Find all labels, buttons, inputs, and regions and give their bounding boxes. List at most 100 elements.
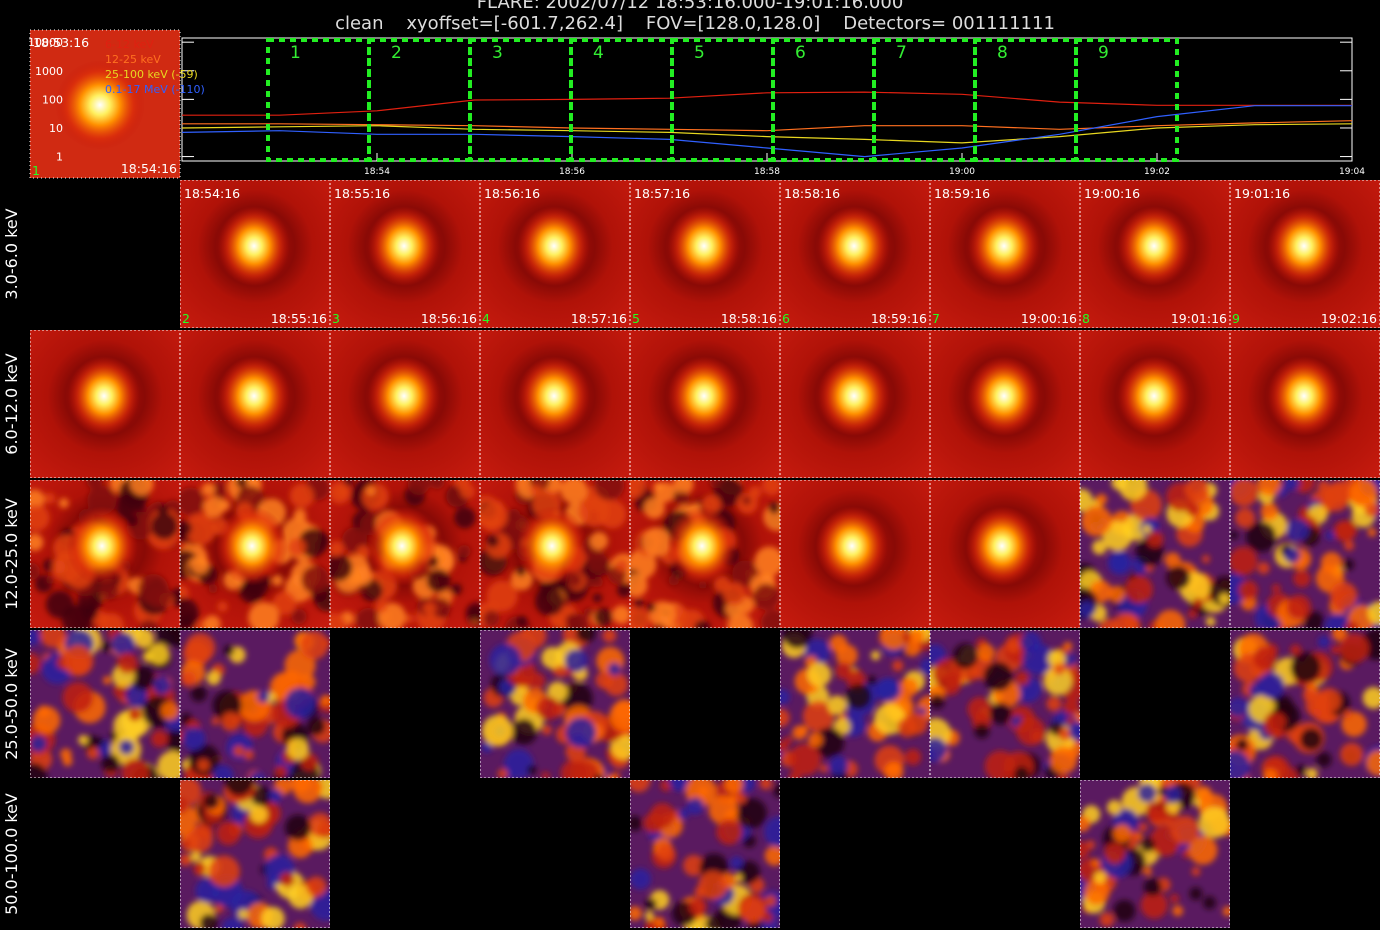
noise-spot [330, 554, 353, 581]
noise-spot [481, 715, 514, 747]
noise-spot [578, 495, 610, 527]
source [218, 206, 290, 286]
series-line [182, 120, 1353, 132]
noise-spot [909, 630, 925, 644]
noise-spot [827, 695, 847, 715]
noise-spot [723, 582, 747, 606]
noise-spot [694, 620, 711, 628]
cell-index: 4 [482, 311, 490, 326]
noise-spot [676, 491, 690, 505]
image-cell [1230, 480, 1380, 628]
noise-spot [214, 904, 224, 913]
noise-spot [1367, 527, 1377, 537]
noise-spot [62, 682, 94, 713]
noise-spot [1236, 738, 1249, 751]
image-cell [630, 480, 780, 628]
noise-spot [742, 496, 751, 505]
noise-spot [1325, 531, 1335, 541]
noise-spot [481, 741, 493, 753]
noise-spot [146, 583, 172, 609]
noise-spot [565, 717, 596, 748]
image-cell [1230, 180, 1380, 328]
noise-spot [1324, 613, 1352, 628]
noise-spot [279, 872, 295, 887]
image-cell [1080, 780, 1230, 928]
noise-spot [1192, 597, 1204, 609]
noise-spot [180, 797, 189, 814]
overview-end: 18:54:16 [121, 161, 177, 176]
noise-spot [829, 634, 848, 653]
noise-spot [780, 688, 791, 705]
band-label: 6.0-12.0 keV [2, 353, 21, 454]
noise-spot [1257, 562, 1270, 575]
noise-spot [101, 754, 120, 773]
noise-spot [541, 646, 564, 669]
noise-spot [148, 643, 170, 665]
noise-spot [967, 697, 992, 722]
noise-spot [208, 584, 218, 594]
title: FLARE: 2002/07/12 18:53:16.000-19:01:16.… [477, 0, 904, 13]
noise-spot [866, 675, 877, 686]
noise-spot [1124, 575, 1153, 604]
noise-spot [300, 674, 316, 690]
noise-spot [1367, 601, 1380, 625]
noise-spot [116, 652, 138, 674]
x-tick-label: 18:56 [559, 167, 585, 177]
noise-spot [630, 868, 651, 890]
noise [930, 631, 1080, 778]
image-cell [480, 630, 630, 778]
noise-spot [32, 706, 61, 735]
noise-spot [217, 601, 228, 612]
noise-spot [199, 913, 218, 928]
noise-spot [516, 615, 528, 628]
noise-spot [1092, 539, 1107, 555]
noise-spot [237, 909, 249, 920]
noise-spot [1316, 751, 1332, 768]
noise-spot [160, 701, 180, 721]
noise-spot [30, 630, 41, 646]
noise-spot [643, 497, 665, 519]
interval-label: 9 [1098, 43, 1109, 63]
noise-spot [190, 556, 209, 575]
noise-spot [68, 654, 90, 675]
noise-spot [1155, 609, 1186, 628]
noise-spot [1142, 524, 1152, 534]
noise-spot [1063, 698, 1080, 716]
noise-spot [1343, 540, 1355, 551]
noise-spot [904, 640, 921, 657]
source [1118, 206, 1190, 286]
noise-spot [287, 537, 307, 557]
noise-spot [486, 580, 518, 612]
noise-spot [748, 485, 762, 499]
noise-spot [212, 764, 234, 778]
noise-spot [203, 615, 221, 628]
noise-spot [257, 690, 270, 703]
noise-spot [1362, 687, 1380, 709]
source [816, 506, 888, 586]
noise-spot [1299, 727, 1323, 751]
noise-spot [1043, 666, 1073, 696]
noise-spot [712, 480, 743, 507]
interval-label: 7 [896, 43, 907, 63]
noise-spot [535, 586, 564, 616]
noise-spot [930, 737, 948, 763]
noise-spot [121, 758, 150, 778]
noise-spot [870, 650, 881, 661]
image-cell [180, 180, 330, 328]
noise-spot [536, 696, 561, 721]
cell-index: 2 [182, 311, 190, 326]
noise-spot [361, 483, 389, 511]
noise-spot [683, 854, 705, 877]
noise-spot [930, 694, 945, 710]
noise-spot [630, 480, 647, 499]
noise-spot [1170, 815, 1200, 845]
noise-spot [602, 630, 617, 643]
noise-spot [357, 585, 366, 594]
legend-entry: 0.1-17 MeV (-110) [105, 83, 205, 96]
x-tick-label: 19:04 [1339, 167, 1365, 177]
noise-spot [185, 825, 213, 853]
noise-spot [612, 605, 630, 624]
noise-spot [1169, 894, 1180, 904]
noise-spot [125, 684, 147, 707]
noise-spot [1080, 488, 1093, 512]
